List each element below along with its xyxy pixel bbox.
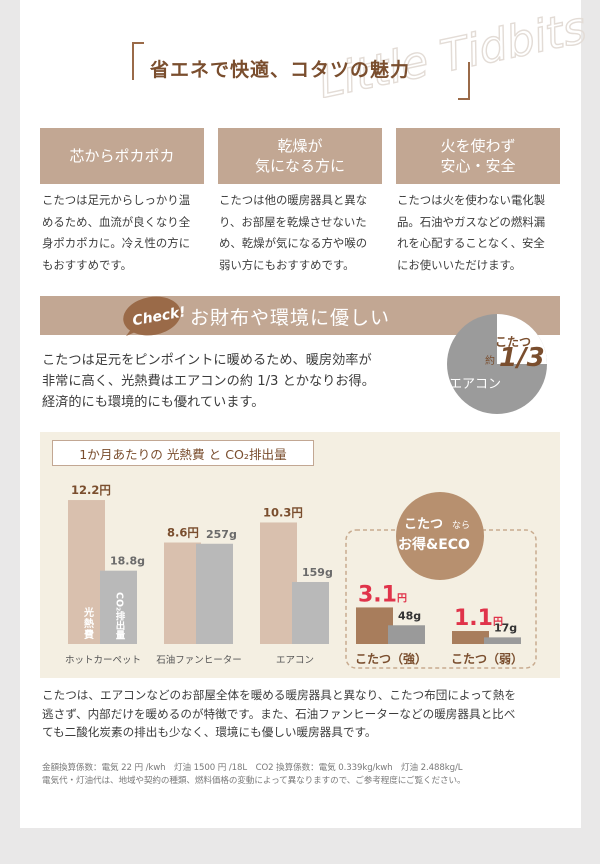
feature-text-line: めるため、血流が良くなり全 (42, 214, 191, 229)
highlight-nara: なら (452, 520, 470, 531)
badge-aircon: エアコン (449, 377, 501, 392)
feature-text-line: 品。石油やガスなどの燃料漏 (397, 214, 546, 229)
badge-kotatsu: こたつ (495, 335, 531, 349)
bar-co2-4 (484, 637, 521, 644)
feature-heading-3: 火を使わず 安心・安全 (396, 128, 560, 184)
label-co2-1: 257g (206, 528, 237, 541)
feature-text-line: り、お部屋を乾燥させないた (219, 214, 367, 229)
feature-text-line: にお使いいただけます。 (397, 257, 522, 272)
category-label-4: こたつ（弱） (451, 651, 523, 666)
feature-text-line: こたつは他の暖房器具と異な (219, 193, 368, 207)
badge-approx: 約 (485, 354, 495, 367)
feature-heading-2: 乾燥が 気になる方に (218, 128, 382, 184)
bar-inner-label-cost: 光熱費 (82, 606, 95, 640)
bar-co2-1 (196, 543, 233, 644)
eco-description: こたつは足元をピンポイントに暖めるため、暖房効率が 非常に高く、光熱費はエアコン… (42, 350, 375, 413)
label-cost-3: 3.1円 (358, 582, 407, 607)
bar-cost-1 (164, 542, 201, 644)
page-title: 省エネで快適、コタツの魅力 (150, 59, 411, 81)
category-label-3: こたつ（強） (355, 651, 427, 666)
feature-text-line: もおすすめです。 (42, 257, 132, 272)
eco-text-line: こたつは足元をピンポイントに暖めるため、暖房効率が (42, 353, 372, 368)
eco-text-line: 経済的にも環境的にも優れています。 (42, 395, 265, 410)
label-cost-0: 12.2円 (71, 483, 111, 497)
feature-text-line: こたつは足元からしっかり温 (42, 193, 191, 207)
bar-inner-label-co2: CO₂排出量 (114, 592, 126, 641)
bar-co2-2 (292, 581, 329, 644)
label-co2-3: 48g (398, 609, 421, 622)
eco-text-line: 非常に高く、光熱費はエアコンの約 1/3 とかなりお得。 (42, 374, 375, 389)
chart-title: 1か月あたりの 光熱費 と CO₂排出量 (52, 440, 314, 466)
label-co2-0: 18.8g (110, 555, 145, 568)
bar-cost-0 (68, 500, 105, 644)
check-badge-icon: Check! (123, 296, 187, 336)
bottom-text-line: こたつは、エアコンなどのお部屋全体を暖める暖房器具と異なり、こたつ布団によって熱… (42, 688, 516, 702)
label-cost-2: 10.3円 (263, 505, 303, 519)
bar-co2-0 (100, 570, 137, 644)
category-label-1: 石油ファンヒーター (156, 654, 242, 666)
label-cost-1: 8.6円 (167, 526, 199, 540)
feature-text-line: め、乾燥が気になる方や喉の (219, 236, 368, 250)
label-co2-4: 17g (494, 621, 517, 634)
bar-co2-3 (388, 625, 425, 644)
bottom-text-line: 逃さず、内部だけを暖めるのが特徴です。また、石油ファンヒーターなどの暖房器具と比… (42, 706, 516, 721)
feature-text-line: こたつは火を使わない電化製 (397, 193, 546, 207)
highlight-circle (396, 492, 484, 580)
bottom-text-line: ても二酸化炭素の排出も少なく、環境にも優しい暖房器具です。 (42, 725, 377, 739)
footnote-coefficients: 金額換算係数：電気 22 円 /kwh 灯油 1500 円 /18L CO2 換… (42, 763, 463, 773)
category-label-0: ホットカーペット (65, 655, 141, 666)
bar-cost-2 (260, 522, 297, 644)
badge-fraction: 1/3 (499, 343, 545, 373)
bottom-description: こたつは、エアコンなどのお部屋全体を暖める暖房器具と異なり、こたつ布団によって熱… (42, 686, 562, 742)
highlight-kotatsu: こたつ (404, 517, 443, 532)
eco-heading: お財布や環境に優しい (190, 307, 391, 329)
title-bracket-top-left (132, 42, 144, 80)
title-bracket-bottom-right (458, 62, 470, 100)
feature-text-2: こたつは他の暖房器具と異な り、お部屋を乾燥させないた め、乾燥が気になる方や喉… (219, 190, 385, 276)
feature-text-1: こたつは足元からしっかり温 めるため、血流が良くなり全 身ポカポカに。冷え性の方… (42, 190, 208, 276)
footnote-disclaimer: 電気代・灯油代は、地域や契約の種類、燃料価格の変動によって異なりますので、ご参考… (42, 776, 466, 786)
feature-text-line: 弱い方にもおすすめです。 (219, 257, 355, 272)
bar-cost-3 (356, 607, 393, 644)
category-label-2: エアコン (276, 655, 314, 666)
feature-text-line: 身ポカポカに。冷え性の方に (42, 236, 191, 250)
ratio-badge: こたつ 約 1/3 エアコン (447, 314, 547, 414)
feature-text-3: こたつは火を使わない電化製 品。石油やガスなどの燃料漏 れを心配することなく、安… (397, 190, 563, 276)
bar-cost-4 (452, 631, 489, 644)
bar-chart: こたつ なら お得&ECO 12.2円 18.8g ホットカーペット 8.6円 257g… (65, 483, 537, 669)
label-co2-2: 159g (302, 566, 333, 579)
highlight-eco: お得&ECO (398, 536, 470, 553)
feature-heading-1: 芯からポカポカ (40, 128, 204, 184)
feature-text-line: れを心配することなく、安全 (397, 236, 545, 250)
